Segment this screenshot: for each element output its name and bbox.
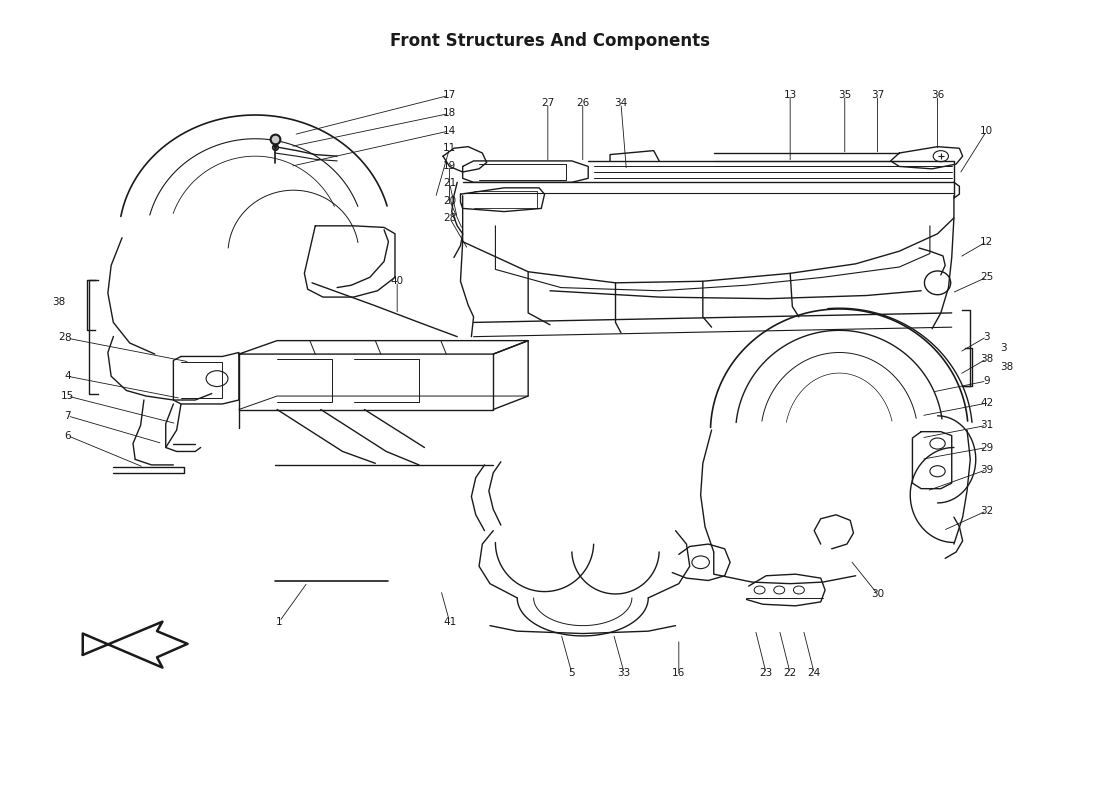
Text: 28: 28	[443, 213, 456, 223]
Text: 16: 16	[672, 668, 685, 678]
Text: 14: 14	[443, 126, 456, 136]
Text: 27: 27	[541, 98, 554, 108]
Text: 20: 20	[443, 195, 456, 206]
Text: 41: 41	[443, 617, 456, 626]
Text: 13: 13	[783, 90, 796, 100]
Text: 34: 34	[614, 98, 628, 108]
Text: 10: 10	[980, 126, 993, 136]
Text: 21: 21	[443, 178, 456, 188]
Text: 7: 7	[64, 411, 70, 421]
Polygon shape	[82, 622, 188, 667]
Text: 8: 8	[64, 334, 70, 343]
Text: 36: 36	[931, 90, 944, 100]
Text: 3: 3	[1000, 342, 1006, 353]
Text: 1: 1	[276, 617, 283, 626]
Text: 9: 9	[983, 376, 990, 386]
Text: 12: 12	[980, 237, 993, 246]
Text: 30: 30	[871, 589, 884, 599]
Text: 6: 6	[64, 430, 70, 441]
Text: 18: 18	[443, 109, 456, 118]
Text: 26: 26	[576, 98, 590, 108]
Text: 29: 29	[980, 442, 993, 453]
Text: 23: 23	[759, 668, 773, 678]
Text: 25: 25	[980, 272, 993, 282]
Text: 2: 2	[58, 332, 65, 342]
Text: 33: 33	[617, 668, 631, 678]
Text: 37: 37	[871, 90, 884, 100]
Text: 19: 19	[443, 161, 456, 170]
Text: 31: 31	[980, 420, 993, 430]
Text: 3: 3	[983, 332, 990, 342]
Text: 39: 39	[980, 465, 993, 474]
Text: 17: 17	[443, 90, 456, 100]
Text: 22: 22	[783, 668, 796, 678]
Text: 38: 38	[52, 297, 65, 307]
Text: 32: 32	[980, 506, 993, 516]
Text: 24: 24	[807, 668, 821, 678]
Text: 38: 38	[1000, 362, 1013, 372]
Text: 35: 35	[838, 90, 851, 100]
Text: Front Structures And Components: Front Structures And Components	[390, 32, 710, 50]
Text: 5: 5	[569, 668, 575, 678]
Text: 11: 11	[443, 143, 456, 154]
Text: 38: 38	[980, 354, 993, 364]
Text: 4: 4	[64, 371, 70, 382]
Text: 15: 15	[60, 391, 74, 401]
Text: 42: 42	[980, 398, 993, 408]
Text: 40: 40	[390, 276, 404, 286]
